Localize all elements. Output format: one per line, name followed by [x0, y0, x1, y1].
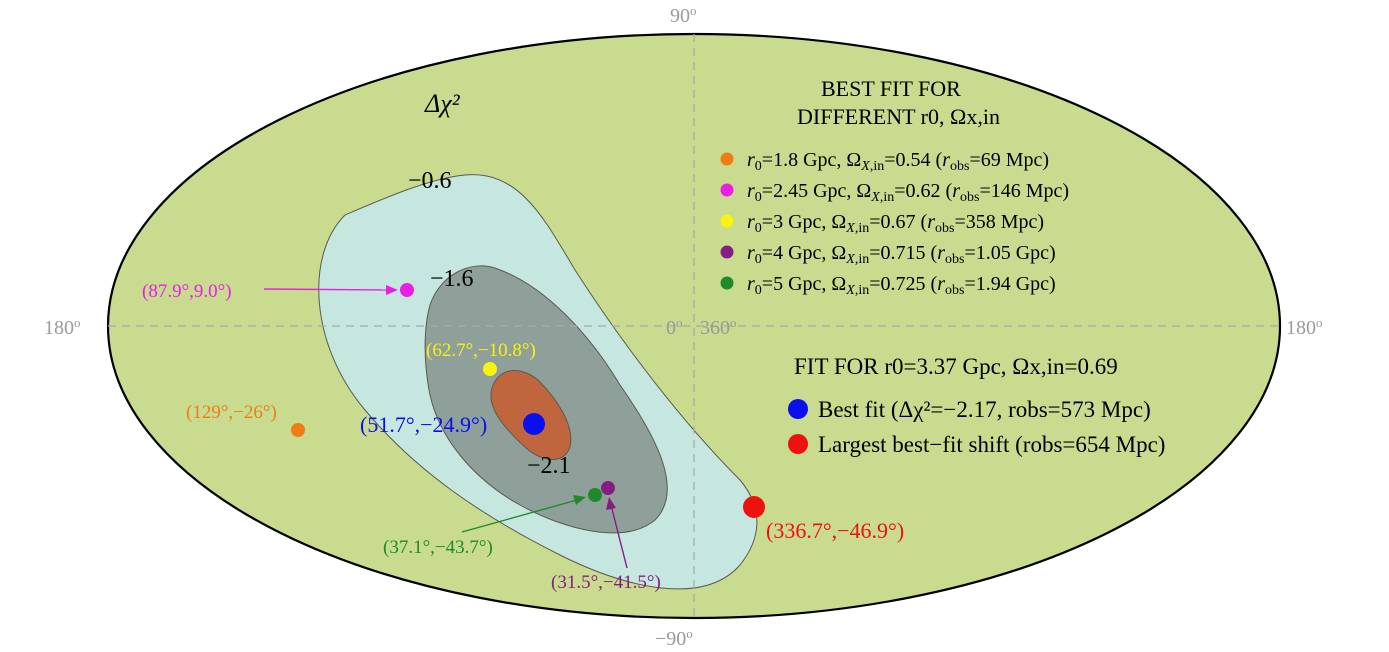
legend-top-title-line1: BEST FIT FOR	[821, 76, 961, 101]
delta-chi2-label: Δχ²	[424, 89, 461, 118]
legend-bottom-entry-largest-shift: Largest best−fit shift (robs=654 Mpc)	[788, 432, 1165, 457]
arrow-purple	[610, 504, 628, 569]
arrows	[263, 285, 628, 569]
arrowhead-green	[573, 495, 586, 505]
legend-swatch-magenta	[720, 183, 734, 197]
legend-text-green: r0=5 Gpc, ΩX,in=0.725 (robs=1.94 Gpc)	[747, 273, 1056, 298]
point-purple	[601, 481, 615, 495]
legend-top: BEST FIT FOR DIFFERENT r0, Ωx,in r0=1.8 …	[720, 76, 1069, 298]
point-orange-group: (129°,−26°)	[186, 402, 305, 437]
legend-swatch-red	[788, 434, 808, 454]
legend-top-entry-1: r0=1.8 Gpc, ΩX,in=0.54 (robs=69 Mpc)	[720, 149, 1049, 174]
legend-swatch-blue	[788, 399, 808, 419]
legend-text-orange: r0=1.8 Gpc, ΩX,in=0.54 (robs=69 Mpc)	[747, 149, 1049, 174]
contour-label-outer: −0.6	[408, 168, 452, 194]
point-red-group: (336.7°,−46.9°)	[743, 496, 904, 543]
contour-label-mid: −1.6	[430, 266, 474, 292]
point-red	[743, 496, 765, 518]
legend-text-purple: r0=4 Gpc, ΩX,in=0.715 (robs=1.05 Gpc)	[747, 242, 1056, 267]
point-label-yellow: (62.7°,−10.8°)	[426, 340, 536, 361]
point-yellow	[483, 362, 497, 376]
point-magenta	[400, 283, 414, 297]
axis-label-right: 180o	[1286, 315, 1323, 340]
legend-swatch-orange	[720, 152, 734, 166]
point-blue	[523, 413, 545, 435]
point-orange	[291, 423, 305, 437]
point-green	[588, 488, 602, 502]
legend-swatch-green	[720, 276, 734, 290]
point-green-group: (37.1°,−43.7°)	[383, 488, 602, 558]
legend-swatch-purple	[720, 245, 734, 259]
legend-text-magenta: r0=2.45 Gpc, ΩX,in=0.62 (robs=146 Mpc)	[747, 180, 1069, 205]
point-label-green: (37.1°,−43.7°)	[383, 537, 493, 558]
point-blue-group: (51.7°,−24.9°)	[360, 412, 545, 437]
axis-label-left: 180o	[44, 315, 81, 340]
point-label-red: (336.7°,−46.9°)	[766, 518, 904, 543]
point-yellow-group: (62.7°,−10.8°)	[426, 340, 536, 376]
legend-bottom: FIT FOR r0=3.37 Gpc, Ωx,in=0.69 Best fit…	[788, 354, 1165, 457]
legend-top-entry-4: r0=4 Gpc, ΩX,in=0.715 (robs=1.05 Gpc)	[720, 242, 1056, 267]
legend-top-entry-5: r0=5 Gpc, ΩX,in=0.725 (robs=1.94 Gpc)	[720, 273, 1056, 298]
legend-top-title-line2: DIFFERENT r0, Ωx,in	[797, 104, 1000, 129]
axis-label-bottom: −90o	[655, 626, 693, 651]
point-label-orange: (129°,−26°)	[186, 402, 277, 423]
legend-top-entry-2: r0=2.45 Gpc, ΩX,in=0.62 (robs=146 Mpc)	[720, 180, 1069, 205]
legend-text-largest-shift: Largest best−fit shift (robs=654 Mpc)	[818, 432, 1165, 457]
legend-text-yellow: r0=3 Gpc, ΩX,in=0.67 (robs=358 Mpc)	[747, 211, 1044, 236]
contour-label-inner: −2.1	[527, 453, 571, 479]
axis-label-center-right: 360o	[700, 315, 737, 340]
arrow-green	[461, 499, 578, 533]
axis-label-center-left: 0o	[666, 315, 683, 340]
point-purple-group: (31.5°,−41.5°)	[551, 481, 661, 593]
arrowhead-magenta	[386, 285, 398, 295]
legend-bottom-title: FIT FOR r0=3.37 Gpc, Ωx,in=0.69	[794, 354, 1118, 379]
legend-bottom-entry-best-fit: Best fit (Δχ²=−2.17, robs=573 Mpc)	[788, 397, 1151, 422]
legend-text-best-fit: Best fit (Δχ²=−2.17, robs=573 Mpc)	[818, 397, 1151, 422]
arrow-magenta	[263, 288, 389, 291]
legend-swatch-yellow	[720, 214, 734, 228]
point-magenta-group: (87.9°,9.0°)	[142, 281, 414, 302]
point-label-purple: (31.5°,−41.5°)	[551, 572, 661, 593]
point-label-blue: (51.7°,−24.9°)	[360, 412, 487, 437]
legend-top-entry-3: r0=3 Gpc, ΩX,in=0.67 (robs=358 Mpc)	[720, 211, 1044, 236]
arrowhead-purple	[606, 497, 616, 510]
axis-label-top: 90o	[670, 3, 697, 28]
point-label-magenta: (87.9°,9.0°)	[142, 281, 232, 302]
